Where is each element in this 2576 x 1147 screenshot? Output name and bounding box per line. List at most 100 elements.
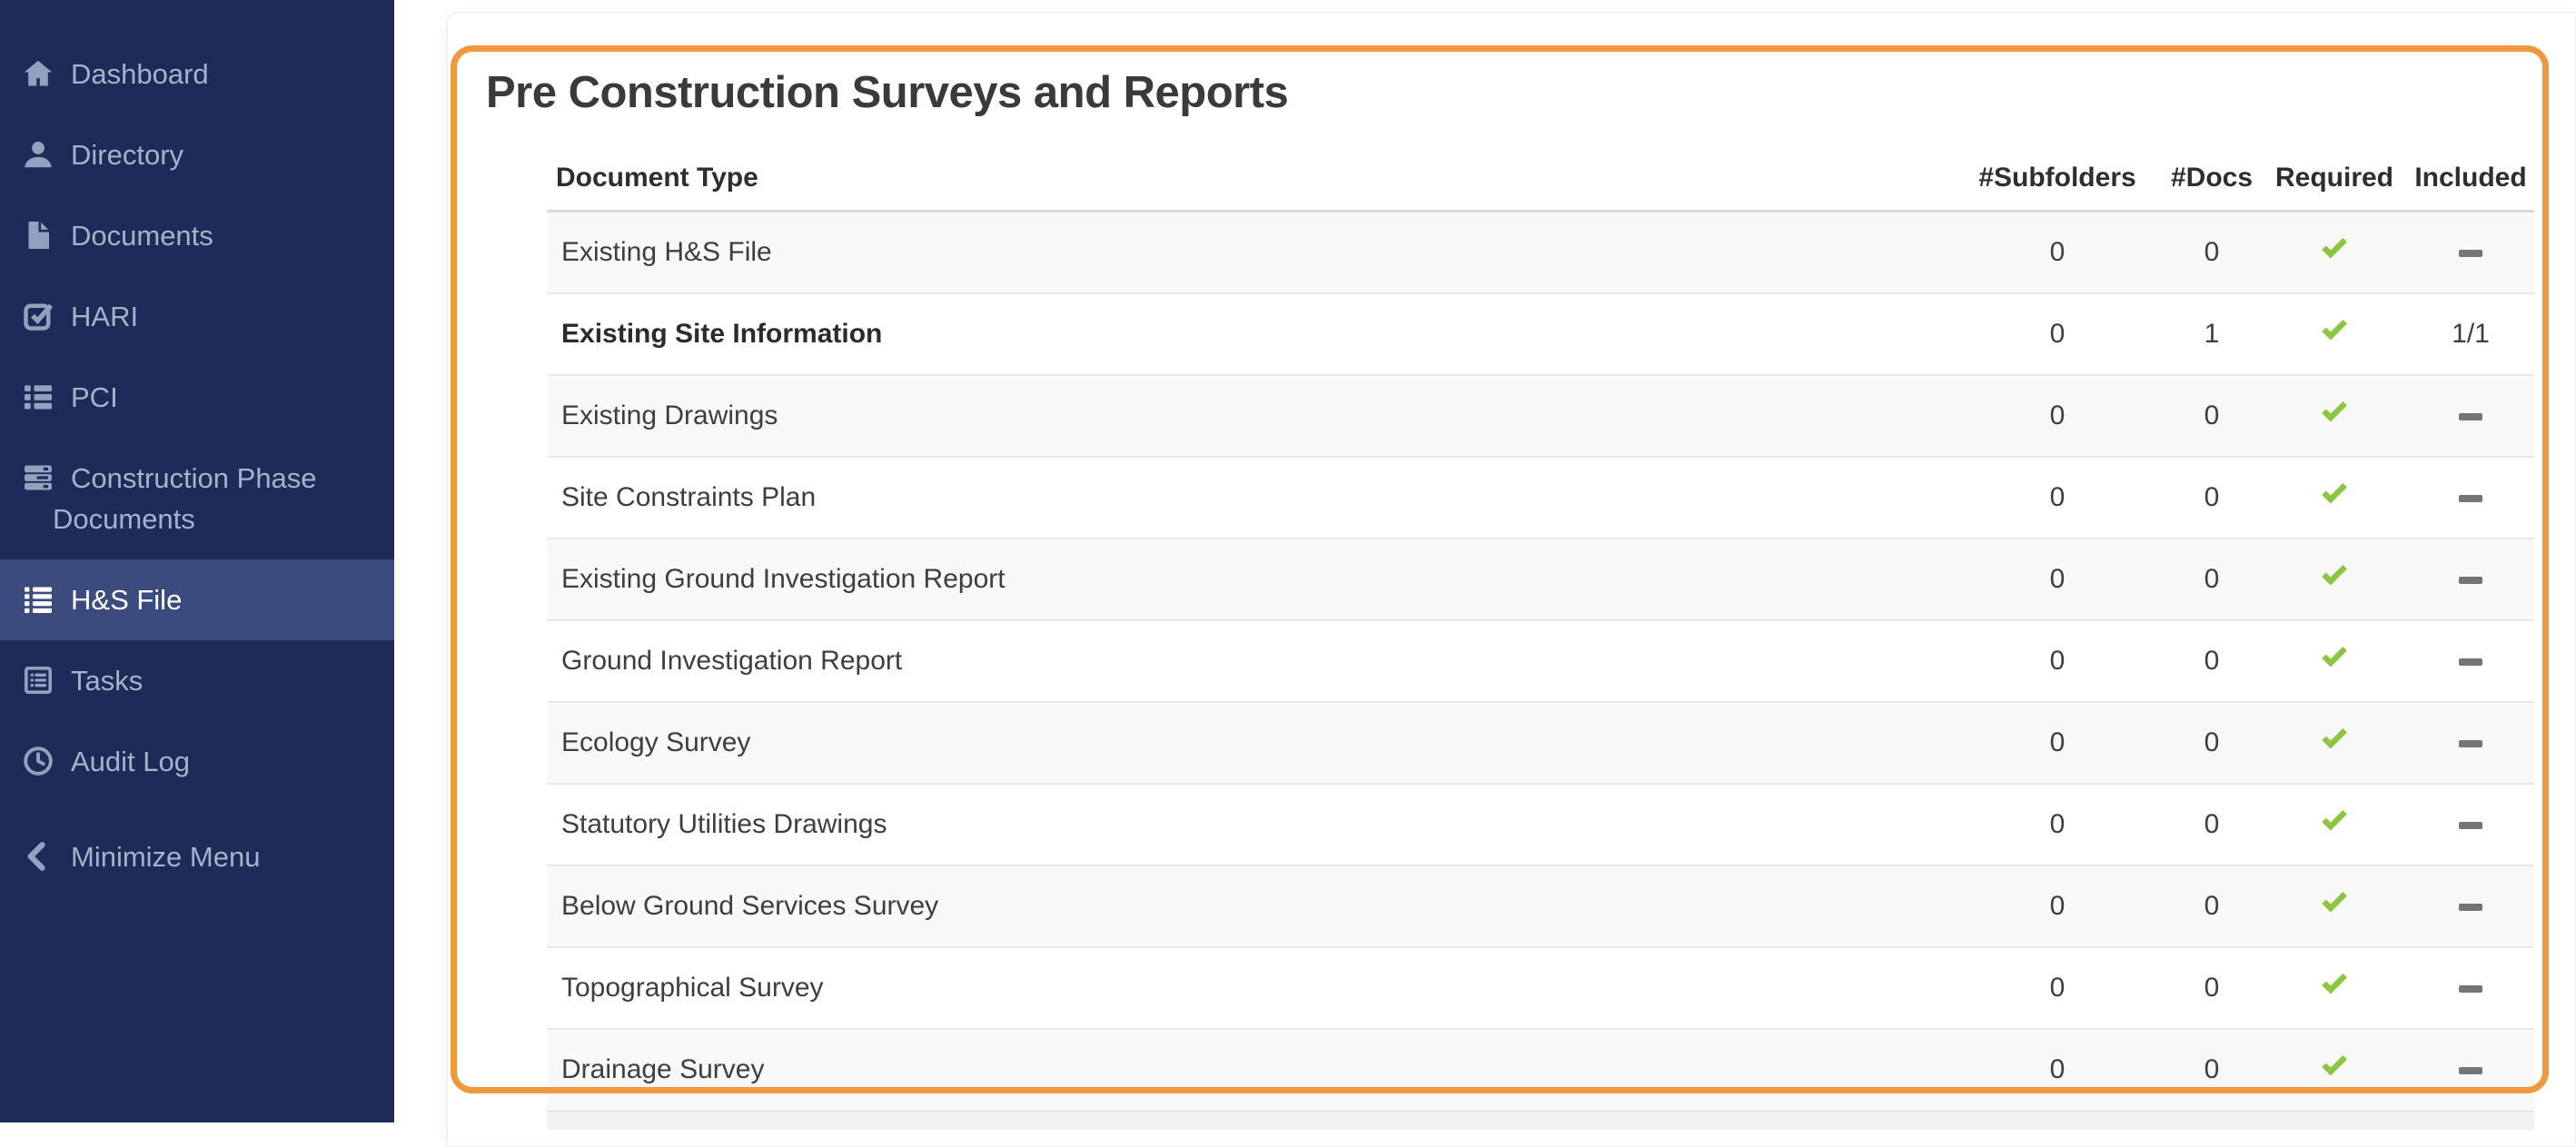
check-icon	[2319, 479, 2350, 509]
subfolders-count: 0	[1953, 945, 2162, 1029]
next-row-partial	[547, 1110, 2534, 1130]
sidebar-item-label: Dashboard	[71, 58, 209, 90]
docs-count: 0	[2162, 782, 2262, 865]
required-cell	[2262, 537, 2407, 620]
table-row[interactable]: Existing H&S File 0 0	[547, 211, 2534, 293]
list3-icon	[22, 381, 54, 413]
column-header-docs: #Docs	[2162, 145, 2262, 213]
included-cell	[2407, 455, 2534, 539]
document-type-cell: Statutory Utilities Drawings	[547, 782, 1953, 865]
user-icon	[22, 138, 54, 171]
dash-icon	[2459, 658, 2482, 666]
required-cell	[2262, 292, 2407, 375]
table-row[interactable]: Site Constraints Plan 0 0	[547, 455, 2534, 539]
sidebar-item-construction-phase-documents[interactable]: Construction Phase Documents	[0, 438, 394, 559]
table-row[interactable]: Statutory Utilities Drawings 0 0	[547, 782, 2534, 865]
subfolders-count: 0	[1953, 537, 2162, 620]
document-type-cell: Existing Ground Investigation Report	[547, 537, 1953, 620]
check-icon	[2319, 969, 2350, 1000]
document-type-cell: Below Ground Services Survey	[547, 864, 1953, 947]
check-icon	[2319, 233, 2350, 264]
chevron-left-icon	[22, 840, 54, 873]
check-icon	[2319, 315, 2350, 346]
check-icon	[2319, 1051, 2350, 1082]
included-cell	[2407, 945, 2534, 1029]
sidebar-item-label: Tasks	[71, 665, 144, 697]
required-cell	[2262, 864, 2407, 947]
document-type-cell: Topographical Survey	[547, 945, 1953, 1029]
docs-count: 0	[2162, 537, 2262, 620]
required-cell	[2262, 945, 2407, 1029]
document-type-cell: Ground Investigation Report	[547, 618, 1953, 702]
column-header-required: Required	[2262, 145, 2407, 213]
sidebar-item-audit-log[interactable]: Audit Log	[0, 721, 394, 802]
subfolders-count: 0	[1953, 292, 2162, 375]
sidebar-item-label: PCI	[71, 381, 118, 413]
required-cell	[2262, 455, 2407, 539]
required-cell	[2262, 700, 2407, 784]
document-type-cell: Existing H&S File	[561, 236, 772, 267]
column-header-document-type: Document Type	[547, 145, 1953, 213]
sidebar-item-hari[interactable]: HARI	[0, 276, 394, 357]
table-row[interactable]: Ground Investigation Report 0 0	[547, 618, 2534, 702]
required-cell	[2262, 373, 2407, 457]
check-icon	[2319, 642, 2350, 673]
table-row[interactable]: Existing Drawings 0 0	[547, 373, 2534, 457]
included-cell	[2407, 537, 2534, 620]
dash-icon	[2459, 576, 2482, 584]
sidebar-minimize-menu[interactable]: Minimize Menu	[0, 816, 394, 897]
table-row[interactable]: Existing Ground Investigation Report 0 0	[547, 537, 2534, 620]
document-type-cell: Ecology Survey	[547, 700, 1953, 784]
document-type-cell: Existing Drawings	[547, 373, 1953, 457]
column-header-included: Included	[2407, 145, 2534, 213]
included-cell	[2407, 618, 2534, 702]
dash-icon	[2459, 249, 2482, 257]
sidebar-nav: Dashboard Directory Documents HARI PCI Constr…	[0, 0, 394, 897]
docs-count: 0	[2162, 700, 2262, 784]
table-row[interactable]: Existing Site Information 0 1 1/1	[547, 292, 2534, 375]
docs-count: 0	[2162, 455, 2262, 539]
document-type-table-wrap: Document Type #Subfolders #Docs Required…	[547, 145, 2534, 1111]
sidebar-item-label: Documents	[71, 220, 213, 252]
table-row[interactable]: Topographical Survey 0 0	[547, 945, 2534, 1029]
sidebar-item-documents[interactable]: Documents	[0, 195, 394, 276]
check-icon	[2319, 806, 2350, 836]
sidebar-item-label: HARI	[71, 301, 139, 332]
subfolders-count: 0	[1953, 618, 2162, 702]
subfolders-count: 0	[1953, 864, 2162, 947]
docs-count: 0	[2162, 373, 2262, 457]
sidebar-item-pci[interactable]: PCI	[0, 357, 394, 438]
sidebar-item-label: Directory	[71, 139, 184, 171]
table-header-row: Document Type #Subfolders #Docs Required…	[547, 145, 2534, 213]
check-icon	[2319, 397, 2350, 428]
sidebar-item-h-s-file[interactable]: H&S File	[0, 559, 394, 640]
docs-count: 0	[2162, 618, 2262, 702]
docs-count: 0	[2162, 864, 2262, 947]
check-icon	[2319, 724, 2350, 755]
dash-icon	[2459, 821, 2482, 829]
dash-icon	[2459, 412, 2482, 420]
table-row[interactable]: Drainage Survey 0 0	[547, 1027, 2534, 1111]
sidebar: Dashboard Directory Documents HARI PCI Constr…	[0, 0, 394, 1122]
dash-icon	[2459, 739, 2482, 747]
dash-icon	[2459, 494, 2482, 502]
sidebar-item-tasks[interactable]: Tasks	[0, 640, 394, 721]
subfolders-count: 0	[2049, 236, 2066, 267]
home-icon	[22, 57, 54, 90]
included-cell	[2407, 700, 2534, 784]
sidebar-item-label: Construction Phase Documents	[53, 462, 317, 535]
sidebar-item-dashboard[interactable]: Dashboard	[0, 34, 394, 114]
sidebar-item-label: Minimize Menu	[71, 841, 261, 873]
required-cell	[2262, 782, 2407, 865]
required-cell	[2262, 212, 2407, 293]
included-cell	[2407, 864, 2534, 947]
document-icon	[22, 219, 54, 252]
included-cell	[2407, 373, 2534, 457]
table-row[interactable]: Ecology Survey 0 0	[547, 700, 2534, 784]
column-header-subfolders: #Subfolders	[1953, 145, 2162, 213]
sidebar-item-directory[interactable]: Directory	[0, 114, 394, 195]
document-type-table: Document Type #Subfolders #Docs Required…	[547, 145, 2534, 1111]
dash-icon	[2459, 903, 2482, 911]
included-cell	[2407, 212, 2534, 293]
table-row[interactable]: Below Ground Services Survey 0 0	[547, 864, 2534, 947]
